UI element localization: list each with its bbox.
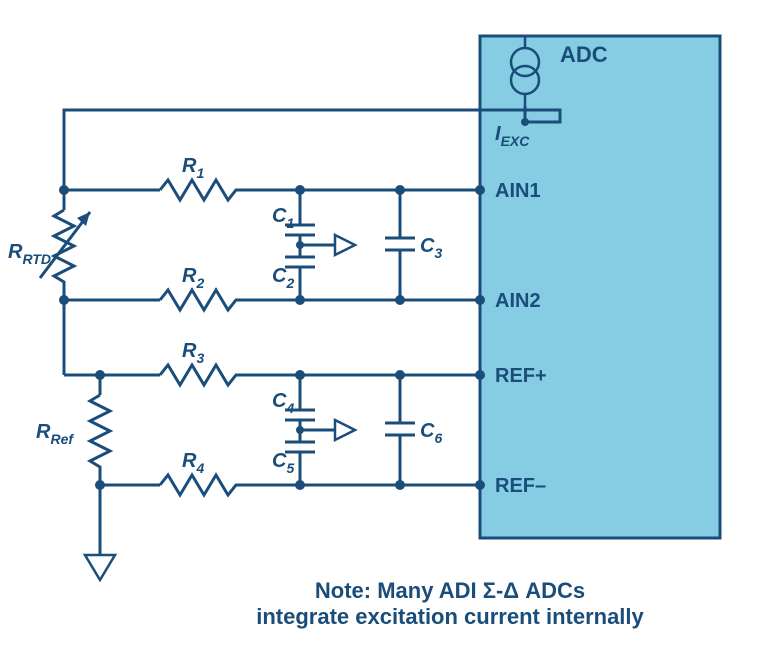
ain1-pin: AIN1 xyxy=(495,180,541,202)
r1-label: R1 xyxy=(182,155,204,181)
c4-label: C4 xyxy=(272,390,294,416)
c3-label: C3 xyxy=(420,235,442,261)
circuit-diagram: ADC IEXC R1 AIN1 RRTD R2 AIN2 xyxy=(0,0,770,649)
c2-label: C2 xyxy=(272,265,294,291)
ground-icon xyxy=(85,555,115,580)
c6-label: C6 xyxy=(420,420,442,446)
r2-label: R2 xyxy=(182,265,204,291)
ain2-pin: AIN2 xyxy=(495,290,541,312)
ground-icon xyxy=(335,235,355,255)
refn-pin: REF– xyxy=(495,475,546,497)
r4-resistor xyxy=(160,475,480,495)
note-line2: integrate excitation current internally xyxy=(256,604,644,629)
note-line1: Note: Many ADI Σ-Δ ADCs xyxy=(315,578,585,603)
r3-resistor xyxy=(160,365,480,385)
ground-icon xyxy=(335,420,355,440)
r3-label: R3 xyxy=(182,340,204,366)
rref-resistor xyxy=(90,395,110,485)
r1-resistor xyxy=(160,180,480,200)
c1-label: C1 xyxy=(272,205,294,231)
rref-label: RRef xyxy=(36,421,74,447)
rtd-label: RRTD xyxy=(8,241,51,267)
c5-label: C5 xyxy=(272,450,294,476)
r4-label: R4 xyxy=(182,450,204,476)
adc-label: ADC xyxy=(560,42,608,67)
r2-resistor xyxy=(160,290,480,310)
refp-pin: REF+ xyxy=(495,365,547,387)
